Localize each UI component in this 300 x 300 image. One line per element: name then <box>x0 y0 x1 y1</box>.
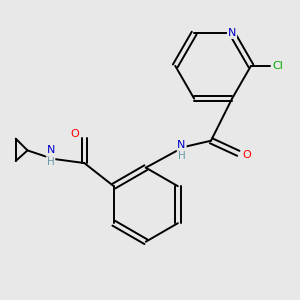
Text: O: O <box>71 129 80 139</box>
Text: N: N <box>228 28 236 38</box>
Text: Cl: Cl <box>273 61 284 71</box>
Text: N: N <box>46 146 55 155</box>
Text: O: O <box>242 150 251 161</box>
Text: H: H <box>47 157 55 167</box>
Text: H: H <box>178 151 185 161</box>
Text: N: N <box>177 140 186 150</box>
